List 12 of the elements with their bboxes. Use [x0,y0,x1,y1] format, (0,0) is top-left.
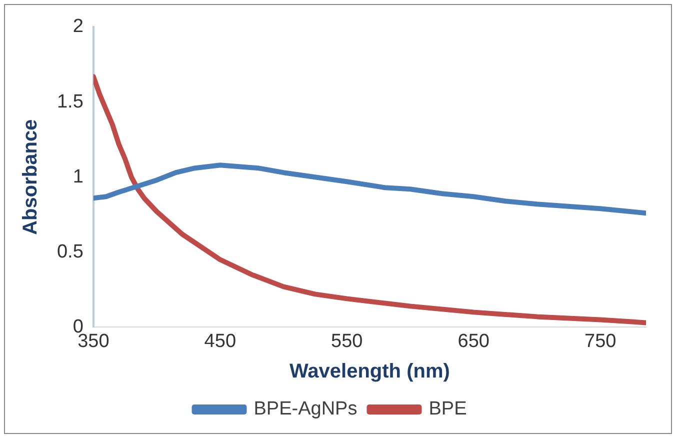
x-axis-title: Wavelength (nm) [290,360,450,383]
x-tick-label: 650 [458,330,490,352]
y-tick-label: 0.5 [56,241,84,262]
y-axis-title: Absorbance [20,119,42,235]
x-tick-label: 750 [584,330,616,352]
legend-label: BPE-AgNPs [254,398,358,420]
y-tick-label: 1.5 [56,91,84,112]
y-tick-label: 1 [72,166,84,188]
x-tick-label: 450 [204,330,236,352]
y-tick-label: 2 [72,16,84,38]
legend-label: BPE [428,398,467,420]
x-tick-label: 550 [331,330,363,352]
